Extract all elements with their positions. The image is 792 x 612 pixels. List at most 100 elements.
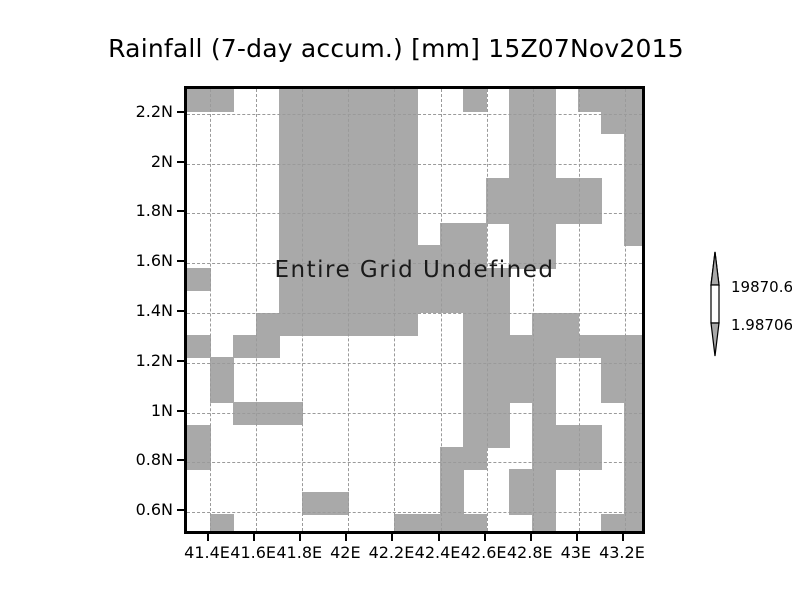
heatmap-cell bbox=[301, 267, 326, 292]
heatmap-cell bbox=[440, 245, 465, 269]
heatmap-cell bbox=[278, 110, 303, 135]
heatmap-cell bbox=[301, 89, 326, 112]
y-axis-tick bbox=[177, 459, 184, 462]
heatmap-cell bbox=[532, 89, 557, 112]
heatmap-cell bbox=[440, 267, 465, 292]
x-axis-tick bbox=[483, 534, 486, 541]
heatmap-cell bbox=[532, 178, 557, 202]
heatmap-cell bbox=[624, 402, 642, 426]
heatmap-cell bbox=[278, 178, 303, 202]
y-axis-tick-label: 2N bbox=[150, 151, 173, 171]
heatmap-cell bbox=[601, 110, 626, 135]
heatmap-cell bbox=[278, 222, 303, 247]
colorbar-high-label: 19870.6 bbox=[731, 278, 792, 296]
x-axis-tick-label: 43.2E bbox=[599, 543, 645, 562]
heatmap-cell bbox=[370, 155, 395, 180]
y-axis-tick bbox=[177, 210, 184, 213]
heatmap-cell bbox=[278, 245, 303, 269]
heatmap-cell bbox=[509, 334, 534, 359]
heatmap-cell bbox=[370, 178, 395, 202]
heatmap-cell bbox=[624, 334, 642, 359]
y-axis-tick-label: 1.8N bbox=[135, 201, 173, 221]
heatmap-cell bbox=[301, 245, 326, 269]
heatmap-cell bbox=[463, 267, 488, 292]
heatmap-cell bbox=[324, 155, 349, 180]
y-axis-tick-label: 0.8N bbox=[135, 450, 173, 470]
heatmap-cell bbox=[532, 222, 557, 247]
heatmap-cell bbox=[486, 267, 511, 292]
heatmap-cell bbox=[624, 424, 642, 448]
y-axis-tick-label: 1.4N bbox=[135, 301, 173, 320]
heatmap-cell bbox=[324, 312, 349, 336]
heatmap-cell bbox=[463, 424, 488, 448]
heatmap-cell bbox=[555, 446, 580, 471]
heatmap-cell bbox=[532, 200, 557, 224]
heatmap-cell bbox=[393, 514, 418, 531]
heatmap-cell bbox=[486, 200, 511, 224]
heatmap-cell bbox=[486, 334, 511, 359]
heatmap-cell bbox=[278, 267, 303, 292]
x-axis-tick-label: 42.8E bbox=[506, 543, 553, 562]
x-axis-tick-label: 42.2E bbox=[368, 543, 415, 562]
heatmap-cell bbox=[463, 290, 488, 314]
heatmap-cell bbox=[624, 514, 642, 531]
heatmap-cell bbox=[187, 424, 211, 448]
heatmap-cell bbox=[509, 469, 534, 493]
heatmap-cell bbox=[370, 290, 395, 314]
heatmap-cell bbox=[624, 379, 642, 404]
heatmap-cell bbox=[532, 334, 557, 359]
heatmap-cell bbox=[347, 178, 372, 202]
y-axis-tick bbox=[177, 310, 184, 312]
y-axis-tick bbox=[177, 260, 184, 263]
heatmap-cell bbox=[324, 89, 349, 112]
heatmap-cell bbox=[370, 222, 395, 247]
heatmap-cell bbox=[532, 155, 557, 180]
heatmap-cell bbox=[624, 110, 642, 135]
x-axis-tick bbox=[345, 534, 348, 541]
heatmap-cell bbox=[347, 267, 372, 292]
x-axis-tick-label: 41.6E bbox=[230, 543, 276, 562]
y-axis-tick-label: 2.2N bbox=[135, 101, 173, 121]
heatmap-cell bbox=[532, 514, 557, 531]
heatmap-cell bbox=[278, 290, 303, 314]
heatmap-cell bbox=[187, 267, 211, 292]
heatmap-cell bbox=[509, 222, 534, 247]
heatmap-cell bbox=[624, 200, 642, 224]
heatmap-cell bbox=[255, 312, 280, 336]
colorbar-midrange-box bbox=[710, 284, 720, 324]
heatmap-cell bbox=[555, 334, 580, 359]
heatmap-cell bbox=[278, 89, 303, 112]
heatmap-cell bbox=[555, 178, 580, 202]
heatmap-cell bbox=[624, 446, 642, 471]
heatmap-cell-layer bbox=[187, 89, 642, 531]
heatmap-cell bbox=[578, 89, 603, 112]
heatmap-cell bbox=[532, 379, 557, 404]
heatmap-cell bbox=[440, 222, 465, 247]
heatmap-cell bbox=[463, 334, 488, 359]
heatmap-cell bbox=[601, 89, 626, 112]
heatmap-cell bbox=[509, 491, 534, 516]
undefined-grid-message: Entire Grid Undefined bbox=[274, 257, 555, 283]
heatmap-cell bbox=[347, 110, 372, 135]
y-axis-tick-label: 0.6N bbox=[135, 500, 173, 520]
heatmap-cell bbox=[509, 110, 534, 135]
heatmap-cell bbox=[440, 469, 465, 493]
x-axis-tick-label: 41.4E bbox=[184, 543, 230, 562]
heatmap-cell bbox=[440, 290, 465, 314]
heatmap-cell bbox=[347, 200, 372, 224]
colorbar-extend-low-triangle bbox=[710, 322, 720, 357]
heatmap-cell bbox=[417, 267, 442, 292]
heatmap-cell bbox=[370, 312, 395, 336]
heatmap-cell bbox=[463, 245, 488, 269]
heatmap-cell bbox=[601, 379, 626, 404]
y-axis-tick-label: 1.6N bbox=[135, 251, 173, 271]
heatmap-cell bbox=[370, 110, 395, 135]
heatmap-cell bbox=[232, 334, 257, 359]
heatmap-cell bbox=[393, 222, 418, 247]
heatmap-cell bbox=[532, 402, 557, 426]
heatmap-cell bbox=[278, 155, 303, 180]
heatmap-cell bbox=[578, 424, 603, 448]
heatmap-cell bbox=[532, 446, 557, 471]
heatmap-cell bbox=[417, 290, 442, 314]
